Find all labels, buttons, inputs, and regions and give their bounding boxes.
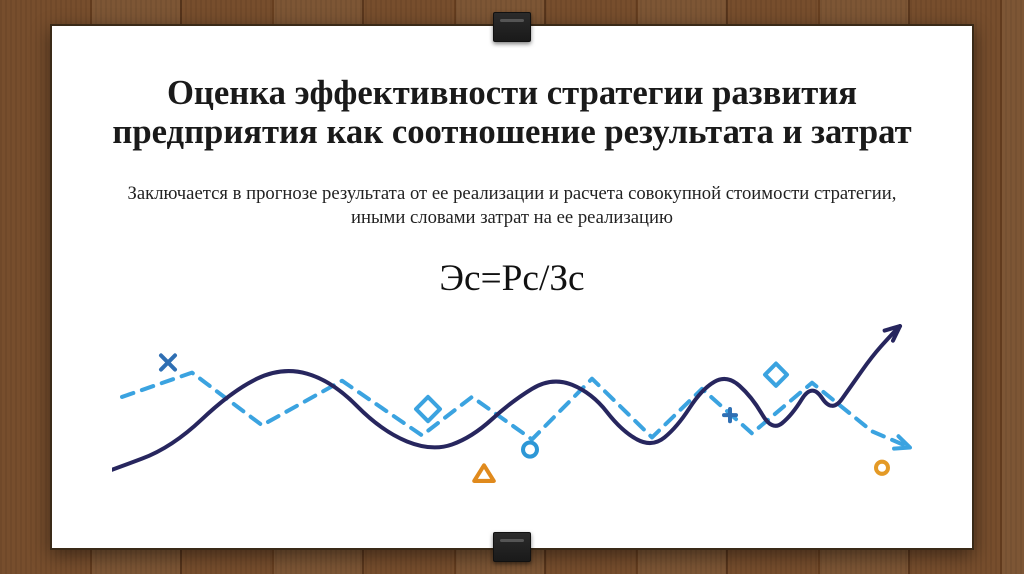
- decorative-line-chart: [112, 318, 912, 488]
- slide-card: Оценка эффективности стратегии развития …: [50, 24, 974, 550]
- chart-svg: [112, 318, 912, 488]
- binder-clip-bottom: [493, 532, 531, 562]
- slide-title: Оценка эффективности стратегии развития …: [112, 74, 912, 152]
- binder-clip-top: [493, 12, 531, 42]
- formula-text: Эс=Рс/Зс: [112, 257, 912, 300]
- slide-subtitle: Заключается в прогнозе результата от ее …: [112, 182, 912, 231]
